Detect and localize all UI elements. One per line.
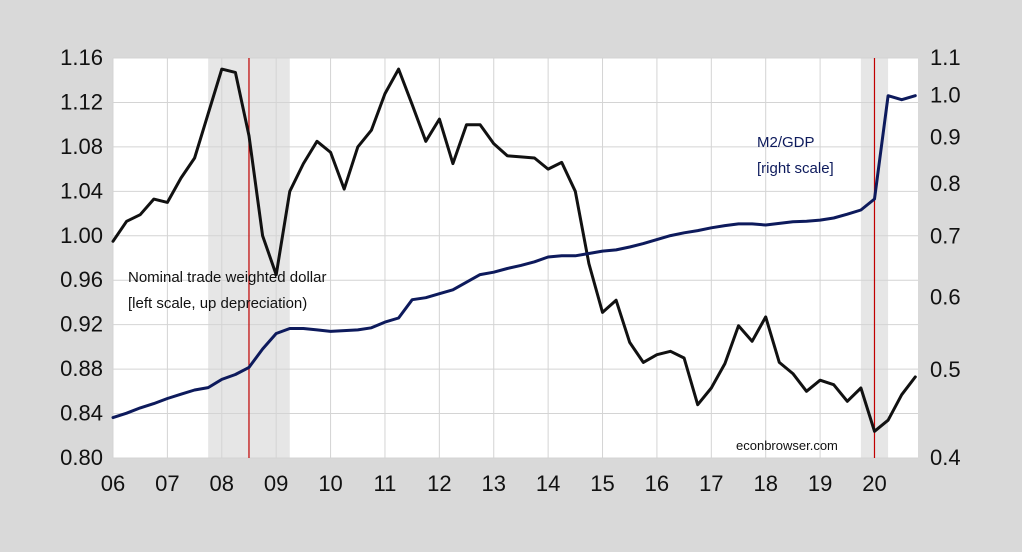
right-tick-label: 0.9 <box>930 124 961 149</box>
x-tick-label: 14 <box>536 471 560 496</box>
x-tick-label: 06 <box>101 471 125 496</box>
m2-series-label-line2: [right scale] <box>757 160 834 177</box>
series-lines <box>111 67 917 433</box>
right-axis-ticks: 0.4 0.5 0.6 0.7 0.8 0.9 1.0 1.1 <box>930 45 961 470</box>
right-tick-label: 0.8 <box>930 171 961 196</box>
x-tick-label: 19 <box>808 471 832 496</box>
right-tick-label: 0.7 <box>930 224 961 249</box>
left-tick-label: 1.12 <box>60 89 103 114</box>
left-tick-label: 1.08 <box>60 134 103 159</box>
x-tick-label: 18 <box>753 471 777 496</box>
left-tick-label: 0.92 <box>60 312 103 337</box>
x-tick-label: 10 <box>318 471 342 496</box>
m2-gdp-line <box>111 94 917 420</box>
right-tick-label: 1.1 <box>930 45 961 70</box>
x-tick-label: 07 <box>155 471 179 496</box>
x-tick-label: 11 <box>374 471 397 496</box>
left-tick-label: 0.84 <box>60 401 103 426</box>
x-tick-label: 16 <box>645 471 669 496</box>
right-tick-label: 1.0 <box>930 83 961 108</box>
reference-lines <box>248 58 876 458</box>
m2-series-label-line1: M2/GDP <box>757 134 815 151</box>
right-tick-label: 0.5 <box>930 357 961 382</box>
right-tick-label: 0.6 <box>930 285 961 310</box>
right-tick-label: 0.4 <box>930 445 961 470</box>
dollar-series-label-line1: Nominal trade weighted dollar <box>128 269 326 286</box>
left-tick-label: 1.16 <box>60 45 103 70</box>
x-tick-label: 15 <box>590 471 614 496</box>
x-tick-label: 13 <box>482 471 506 496</box>
x-tick-label: 08 <box>210 471 234 496</box>
left-tick-label: 1.04 <box>60 178 103 203</box>
x-tick-label: 20 <box>862 471 886 496</box>
source-credit: econbrowser.com <box>736 438 838 453</box>
x-tick-label: 17 <box>699 471 723 496</box>
x-tick-label: 12 <box>427 471 451 496</box>
left-tick-label: 0.96 <box>60 267 103 292</box>
left-tick-label: 0.88 <box>60 356 103 381</box>
dollar-series-label-line2: [left scale, up depreciation) <box>128 295 307 312</box>
trade-weighted-dollar-line <box>111 67 917 433</box>
left-axis-ticks: 0.80 0.84 0.88 0.92 0.96 1.00 1.04 1.08 1.12 1.16 <box>60 45 103 470</box>
left-tick-label: 0.80 <box>60 445 103 470</box>
x-axis-ticks: 06 07 08 09 10 11 12 13 14 15 16 17 18 19 20 <box>101 471 887 496</box>
left-tick-label: 1.00 <box>60 223 103 248</box>
x-tick-label: 09 <box>264 471 288 496</box>
